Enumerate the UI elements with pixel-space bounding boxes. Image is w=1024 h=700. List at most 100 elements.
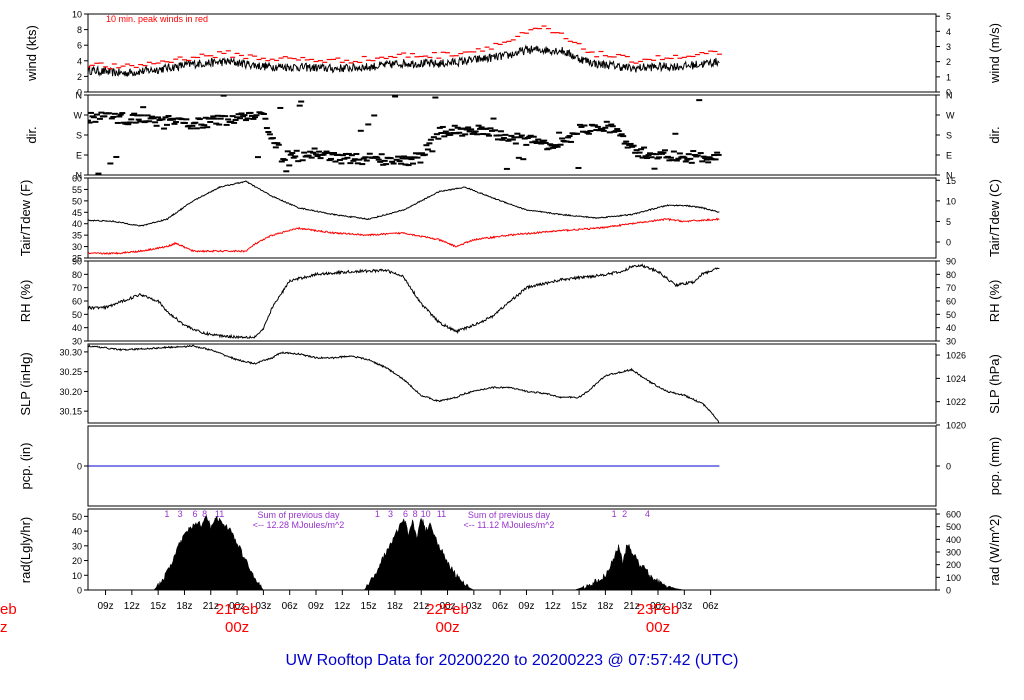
panel-wind-frame bbox=[87, 13, 937, 93]
panel-rh: RH (%) RH (%) 30 40 50 60 70 80 90 30 40 50 60 70 80… bbox=[18, 257, 1002, 347]
right-tick-label: 4 bbox=[946, 27, 951, 37]
panel-slp-ticks: 30.15 30.20 30.25 30.30 1020 1022 1024 1026 bbox=[59, 347, 966, 430]
date-label: 21Feb bbox=[216, 601, 259, 618]
panel-temp-plot bbox=[88, 180, 720, 255]
panel-rh-plot bbox=[88, 263, 720, 340]
x-tick-label: 21z bbox=[413, 601, 429, 612]
x-tick-label: 03z bbox=[255, 601, 271, 612]
x-tick-label: 06z bbox=[282, 601, 298, 612]
x-tick-label: 12z bbox=[545, 601, 561, 612]
panel-slp: SLP (inHg) SLP (hPa) 30.15 30.20 30.25 30.3… bbox=[18, 343, 1002, 430]
x-tick-label: 09z bbox=[308, 601, 324, 612]
panel-wind-ylabel-right: wind (m/s) bbox=[987, 23, 1002, 84]
panel-rad: rad(Lgly/hr) rad (W/m^2) 010203040500100… bbox=[18, 508, 1002, 596]
edge-date-sub: z bbox=[0, 619, 8, 636]
right-tick-label: 3 bbox=[946, 42, 951, 52]
panel-slp-frame bbox=[87, 343, 937, 424]
right-tick-label: 200 bbox=[946, 560, 961, 570]
hour-label: 6 bbox=[403, 509, 408, 519]
right-tick-label: 70 bbox=[946, 283, 956, 293]
left-tick-label: 60 bbox=[72, 174, 82, 184]
hour-label: 3 bbox=[178, 509, 183, 519]
left-tick-label: 60 bbox=[72, 297, 82, 307]
left-tick-label: 2 bbox=[77, 72, 82, 82]
left-tick-label: 10 bbox=[72, 10, 82, 20]
left-tick-label: 55 bbox=[72, 185, 82, 195]
radiation-sum-value: <-- 12.28 MJoules/m^2 bbox=[253, 520, 345, 530]
left-tick-label: 50 bbox=[72, 512, 82, 522]
right-tick-label: 300 bbox=[946, 548, 961, 558]
series-line-tdew bbox=[88, 217, 720, 255]
panel-wind: wind (kts) wind (m/s) 10 min. peak winds… bbox=[24, 10, 1002, 98]
right-tick-label: 0 bbox=[946, 238, 951, 248]
x-tick-label: 15z bbox=[361, 601, 377, 612]
x-tick-label: 21z bbox=[203, 601, 219, 612]
radiation-day-2 bbox=[363, 517, 475, 590]
right-tick-label: 0 bbox=[946, 88, 951, 98]
left-tick-label: 4 bbox=[77, 56, 82, 66]
left-tick-label: 10 bbox=[72, 571, 82, 581]
right-tick-label: 5 bbox=[946, 12, 951, 22]
panel-wind-ylabel: wind (kts) bbox=[24, 25, 39, 82]
hour-label: 6 bbox=[192, 509, 197, 519]
left-tick-label: 25 bbox=[72, 254, 82, 264]
series-line-tair bbox=[88, 180, 720, 227]
left-tick-label: 50 bbox=[72, 196, 82, 206]
series-line-rh bbox=[88, 263, 720, 340]
right-tick-label: 1026 bbox=[946, 351, 966, 361]
panel-pcp-ylabel: pcp. (in) bbox=[18, 443, 33, 490]
panel-rad-plot bbox=[88, 515, 936, 590]
right-tick-label: 100 bbox=[946, 573, 961, 583]
right-tick-label: 5 bbox=[946, 217, 951, 227]
panel-rad-ylabel: rad(Lgly/hr) bbox=[18, 517, 33, 583]
panel-wind-ticks: 0 2 4 6 8 10 0 1 2 3 4 5 bbox=[72, 10, 951, 98]
page-title: UW Rooftop Data for 20200220 to 20200223… bbox=[286, 652, 739, 669]
right-tick-label: 40 bbox=[946, 323, 956, 333]
right-tick-label: 0 bbox=[946, 586, 951, 596]
right-tick-label: 1024 bbox=[946, 374, 966, 384]
x-tick-label: 00z bbox=[229, 601, 245, 612]
radiation-sum-value: <-- 11.12 MJoules/m^2 bbox=[464, 520, 555, 530]
left-tick-label: 0 bbox=[77, 586, 82, 596]
radiation-sum-title: Sum of previous day bbox=[257, 510, 340, 520]
panel-slp-ylabel-right: SLP (hPa) bbox=[987, 354, 1002, 414]
x-tick-label: 12z bbox=[124, 601, 140, 612]
left-tick-label: S bbox=[76, 131, 82, 141]
left-tick-label: 45 bbox=[72, 208, 82, 218]
right-tick-label: S bbox=[946, 131, 952, 141]
left-tick-label: 70 bbox=[72, 283, 82, 293]
hour-label: 10 bbox=[421, 509, 431, 519]
right-tick-label: 400 bbox=[946, 535, 961, 545]
left-tick-label: 30.25 bbox=[59, 367, 82, 377]
panel-rh-ticks: 30 40 50 60 70 80 90 30 40 50 60 70 80 90 bbox=[72, 257, 956, 347]
hour-label: 3 bbox=[388, 509, 393, 519]
x-tick-label: 15z bbox=[150, 601, 166, 612]
panel-dir-plot bbox=[88, 95, 722, 175]
left-tick-label: 40 bbox=[72, 323, 82, 333]
x-tick-label: 12z bbox=[334, 601, 350, 612]
hour-label: 1 bbox=[612, 509, 617, 519]
left-tick-label: 30 bbox=[72, 242, 82, 252]
right-tick-label: 30 bbox=[946, 337, 956, 347]
right-tick-label: 90 bbox=[946, 257, 956, 267]
panel-temp-ylabel-right: Tair/Tdew (C) bbox=[987, 179, 1002, 257]
panel-dir-ylabel-right: dir. bbox=[987, 126, 1002, 143]
left-tick-label: 30 bbox=[72, 337, 82, 347]
panel-slp-plot bbox=[88, 344, 720, 423]
left-tick-label: 40 bbox=[72, 527, 82, 537]
hour-label: 8 bbox=[202, 509, 207, 519]
x-tick-label: 03z bbox=[466, 601, 482, 612]
right-tick-label: 15 bbox=[946, 176, 956, 186]
hour-label: 11 bbox=[437, 509, 446, 519]
panel-rh-ylabel-right: RH (%) bbox=[987, 280, 1002, 323]
panel-pcp-ylabel-right: pcp. (mm) bbox=[987, 437, 1002, 496]
right-tick-label: E bbox=[946, 151, 952, 161]
radiation-day-3 bbox=[574, 543, 685, 590]
x-tick-label: 00z bbox=[439, 601, 455, 612]
left-tick-label: 30.30 bbox=[59, 347, 82, 357]
panel-slp-ylabel: SLP (inHg) bbox=[18, 352, 33, 415]
